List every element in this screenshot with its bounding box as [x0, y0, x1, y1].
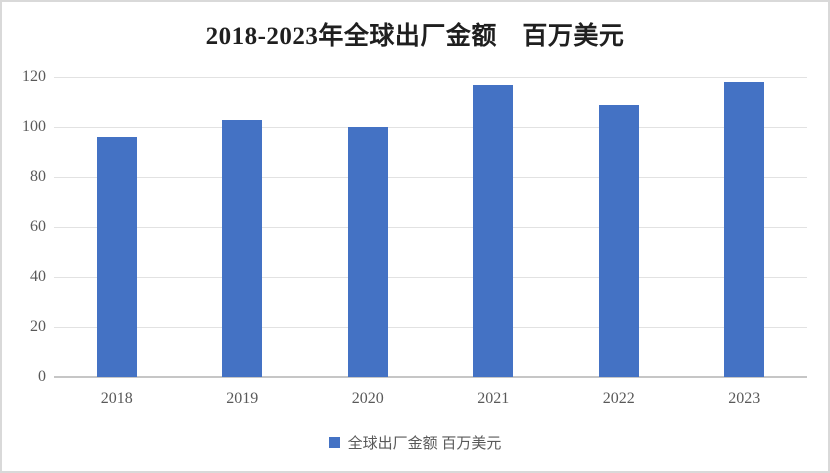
x-tick-label-2021: 2021 — [477, 390, 510, 407]
y-axis: 0 20 40 60 80 100 120 — [2, 68, 46, 385]
bar-2020 — [347, 127, 388, 377]
gridline-100 — [54, 126, 807, 128]
legend: 全球出厂金额 百万美元 — [2, 432, 828, 453]
gridline-120 — [54, 76, 807, 78]
gridline-20 — [54, 326, 807, 328]
x-tick-label-2020: 2020 — [351, 390, 384, 407]
y-tick-label-80: 80 — [30, 168, 46, 185]
y-tick-label-60: 60 — [30, 218, 46, 235]
bar-2022 — [598, 104, 639, 377]
x-axis: 2018 2019 2020 2021 2022 2023 — [54, 390, 807, 414]
x-tick-label-2023: 2023 — [728, 390, 761, 407]
legend-label: 全球出厂金额 百万美元 — [347, 436, 502, 452]
y-tick-label-20: 20 — [30, 318, 46, 335]
x-tick-label-2022: 2022 — [602, 390, 635, 407]
plot-area — [54, 76, 807, 378]
bar-2021 — [473, 84, 514, 377]
gridline-60 — [54, 226, 807, 228]
bar-2018 — [96, 137, 137, 377]
y-tick-label-100: 100 — [22, 118, 46, 135]
x-tick-label-2018: 2018 — [100, 390, 133, 407]
x-axis-line — [54, 376, 807, 378]
y-tick-label-120: 120 — [22, 68, 46, 85]
gridline-80 — [54, 176, 807, 178]
y-tick-label-40: 40 — [30, 268, 46, 285]
bar-2019 — [222, 119, 263, 377]
gridline-40 — [54, 276, 807, 278]
chart-title: 2018-2023年全球出厂金额 百万美元 — [205, 23, 625, 50]
y-tick-label-0: 0 — [38, 368, 46, 385]
legend-swatch-icon — [328, 437, 340, 448]
x-tick-label-2019: 2019 — [226, 390, 259, 407]
bar-2023 — [724, 82, 765, 377]
